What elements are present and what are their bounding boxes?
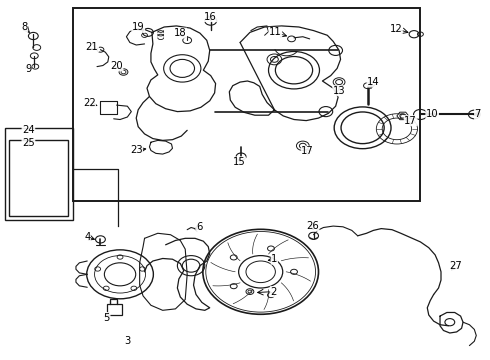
Text: 17: 17 xyxy=(404,116,417,126)
Text: 14: 14 xyxy=(367,77,380,87)
Text: 18: 18 xyxy=(174,28,187,38)
Text: 21: 21 xyxy=(86,42,98,52)
Text: 23: 23 xyxy=(130,145,143,156)
Text: 11: 11 xyxy=(269,27,282,37)
Text: 1: 1 xyxy=(271,254,278,264)
Text: 10: 10 xyxy=(426,109,439,120)
Text: 3: 3 xyxy=(124,336,130,346)
Bar xyxy=(9,140,68,216)
Text: 17: 17 xyxy=(301,146,314,156)
Text: 15: 15 xyxy=(233,157,245,167)
Text: 19: 19 xyxy=(132,22,145,32)
Text: 4: 4 xyxy=(84,232,90,242)
Text: 12: 12 xyxy=(390,24,402,34)
Text: 22: 22 xyxy=(83,98,96,108)
Bar xyxy=(73,8,420,201)
Text: 25: 25 xyxy=(22,138,35,148)
Text: 13: 13 xyxy=(333,86,345,96)
Text: 6: 6 xyxy=(196,222,202,232)
Text: 9: 9 xyxy=(25,64,32,74)
Text: 7: 7 xyxy=(474,109,481,120)
Text: 24: 24 xyxy=(22,125,35,135)
Text: 2: 2 xyxy=(270,287,277,297)
Bar xyxy=(107,304,122,315)
Text: 5: 5 xyxy=(103,312,110,323)
Bar xyxy=(5,128,73,220)
Text: 8: 8 xyxy=(22,22,27,32)
Text: 16: 16 xyxy=(204,12,217,22)
Text: 20: 20 xyxy=(110,61,123,71)
Text: 27: 27 xyxy=(449,261,462,271)
Text: 26: 26 xyxy=(306,221,319,231)
